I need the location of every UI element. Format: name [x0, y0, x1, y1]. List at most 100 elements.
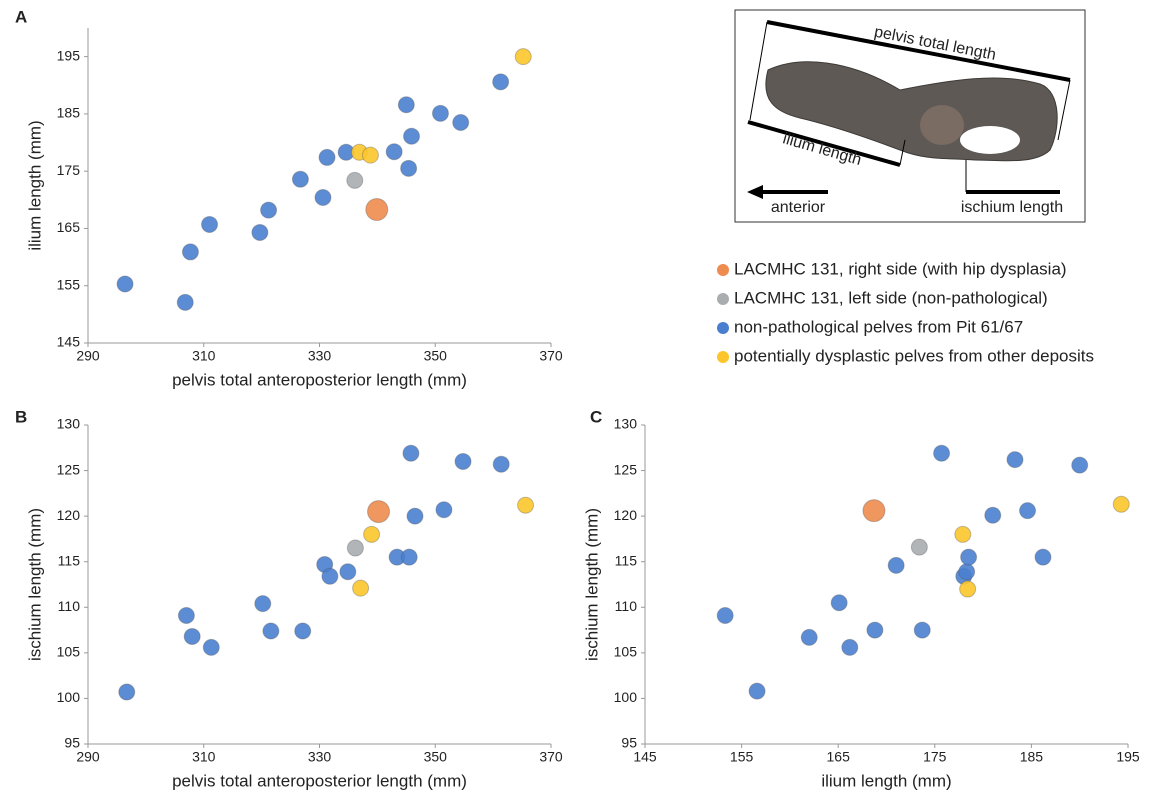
x-tick-label: 165: [827, 749, 851, 765]
legend-swatch: [717, 351, 729, 363]
data-point: [862, 499, 886, 523]
ilium-line: [747, 120, 901, 167]
x-tick-label: 370: [539, 749, 563, 765]
x-axis-title: ilium length (mm): [821, 771, 951, 790]
x-tick-label: 290: [76, 749, 100, 765]
data-point: [841, 638, 859, 656]
y-axis-title: ischium length (mm): [25, 508, 44, 661]
acetabulum: [920, 105, 964, 145]
data-point: [492, 455, 510, 473]
arrow-head: [747, 185, 763, 199]
data-point: [176, 293, 194, 311]
y-tick-label: 175: [57, 162, 81, 178]
x-tick-label: 370: [539, 348, 563, 364]
data-point: [402, 444, 420, 462]
data-point: [866, 621, 884, 639]
data-point: [913, 621, 931, 639]
pelvis-line-end: [1057, 79, 1071, 141]
data-point: [400, 159, 418, 177]
x-tick-label: 310: [192, 749, 216, 765]
data-point: [435, 501, 453, 519]
y-tick-label: 185: [57, 105, 81, 121]
legend-text: LACMHC 131, right side (with hip dysplas…: [734, 259, 1067, 278]
y-tick-label: 100: [614, 689, 638, 705]
data-point: [183, 627, 201, 645]
data-point: [452, 114, 470, 131]
y-tick-label: 130: [614, 416, 638, 432]
data-point: [514, 48, 532, 66]
data-point: [958, 563, 976, 581]
data-point: [406, 507, 424, 525]
x-axis-title: pelvis total anteroposterior length (mm): [172, 370, 467, 389]
photo-panel: pelvis total length ilium length anterio…: [734, 9, 1086, 223]
data-point: [321, 567, 339, 585]
y-tick-label: 130: [57, 416, 81, 432]
y-tick-label: 145: [57, 334, 81, 350]
ilium-line-end: [899, 139, 906, 166]
data-point: [1112, 495, 1130, 513]
panel-label: B: [15, 407, 27, 426]
y-tick-label: 155: [57, 276, 81, 292]
data-point: [397, 96, 415, 114]
data-point: [800, 628, 818, 646]
data-point: [748, 682, 766, 700]
x-tick-label: 175: [923, 749, 947, 765]
data-point: [202, 638, 220, 656]
y-tick-label: 115: [615, 552, 638, 568]
x-tick-label: 155: [730, 749, 754, 765]
pelvis-line: [766, 20, 1071, 82]
photo-label: ischium length: [961, 199, 1063, 216]
panel-label: A: [15, 7, 27, 26]
x-axis-title: pelvis total anteroposterior length (mm): [172, 771, 467, 790]
y-tick-label: 120: [57, 507, 81, 523]
data-point: [454, 452, 472, 470]
data-point: [830, 594, 848, 612]
data-point: [385, 143, 403, 161]
data-point: [1019, 502, 1037, 520]
data-point: [291, 170, 309, 188]
data-point: [346, 171, 364, 189]
y-tick-label: 95: [64, 735, 80, 751]
y-tick-label: 110: [58, 598, 81, 614]
x-tick-label: 185: [1020, 749, 1044, 765]
photo-label: anterior: [771, 199, 826, 216]
y-axis-title: ilium length (mm): [25, 120, 44, 250]
x-tick-label: 330: [308, 348, 332, 364]
y-tick-label: 165: [57, 219, 81, 235]
data-point: [1071, 456, 1089, 474]
data-point: [262, 622, 280, 640]
data-point: [352, 579, 370, 597]
data-point: [959, 580, 977, 598]
data-point: [492, 73, 510, 91]
data-point: [960, 548, 978, 566]
data-point: [887, 556, 905, 574]
y-tick-label: 105: [614, 644, 638, 660]
data-point: [318, 148, 336, 166]
data-point: [1034, 548, 1052, 566]
legend-text: potentially dysplastic pelves from other…: [734, 346, 1094, 365]
data-point: [260, 201, 278, 219]
data-point: [314, 189, 332, 207]
data-point: [716, 606, 734, 624]
y-tick-label: 125: [614, 461, 638, 477]
data-point: [181, 243, 199, 261]
data-point: [294, 622, 312, 640]
data-point: [933, 444, 951, 462]
legend-text: LACMHC 131, left side (non-pathological): [734, 288, 1048, 307]
y-tick-label: 100: [57, 689, 81, 705]
y-tick-label: 120: [614, 507, 638, 523]
data-point: [177, 606, 195, 624]
data-point: [361, 146, 379, 164]
data-point: [367, 500, 391, 524]
data-point: [365, 198, 389, 222]
data-point: [339, 563, 357, 581]
x-tick-label: 330: [308, 749, 332, 765]
data-point: [251, 223, 269, 241]
data-point: [403, 127, 421, 145]
x-tick-label: 195: [1116, 749, 1140, 765]
data-point: [984, 506, 1002, 524]
data-point: [346, 539, 364, 557]
y-tick-label: 115: [58, 552, 81, 568]
data-point: [1006, 451, 1024, 469]
